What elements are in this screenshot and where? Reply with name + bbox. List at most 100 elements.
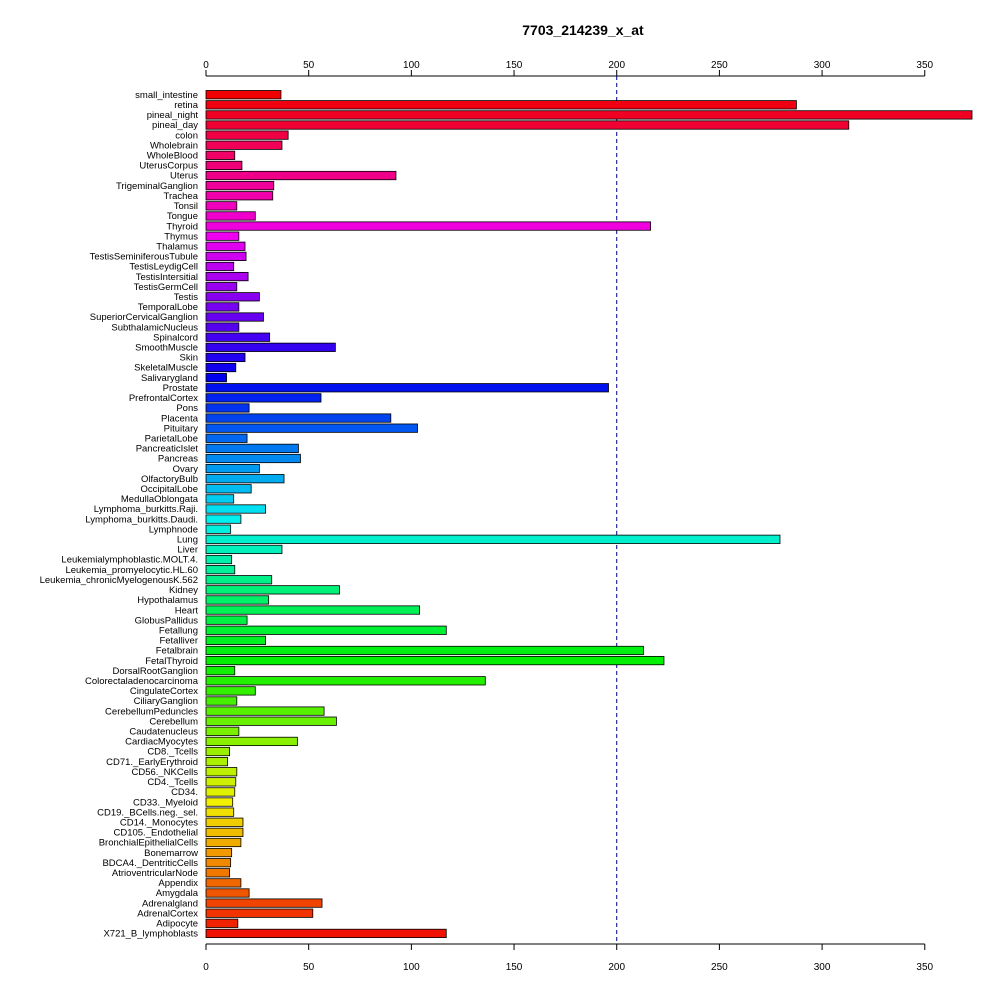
category-label: Ovary	[173, 464, 199, 475]
category-label: BDCA4._DentriticCells	[102, 858, 198, 869]
bar	[205, 484, 252, 494]
category-label: Bonemarrow	[144, 848, 198, 859]
category-label: Pituitary	[164, 423, 199, 434]
category-label: FetalThyroid	[145, 656, 198, 667]
category-label: Heart	[175, 605, 199, 616]
category-label: CD19._BCells.neg._sel.	[97, 807, 198, 818]
bar	[205, 110, 973, 120]
category-label: Placenta	[161, 413, 199, 424]
bar	[205, 100, 797, 110]
bar	[205, 696, 238, 706]
bar	[205, 312, 264, 322]
category-label: Tongue	[167, 211, 198, 222]
bar	[205, 544, 283, 555]
bar	[205, 847, 233, 858]
bar	[205, 423, 418, 433]
category-label: AtrioventricularNode	[112, 868, 198, 879]
top-axis-tick-label: 50	[303, 60, 315, 71]
category-label: Fetalliver	[159, 636, 198, 647]
category-label: Leukemia_chronicMyelogenousK.562	[40, 575, 198, 586]
top-axis-tick-label: 0	[203, 60, 209, 71]
category-label: pineal_day	[152, 120, 198, 131]
bar	[205, 554, 233, 565]
bar	[205, 292, 260, 302]
category-label: TestisGermCell	[134, 282, 198, 293]
bar	[205, 565, 236, 575]
bar	[205, 827, 244, 837]
category-label: BronchialEpithelialCells	[99, 838, 199, 849]
bar	[205, 393, 322, 403]
bar	[205, 787, 236, 797]
category-label: Testis	[174, 292, 199, 303]
category-label: Leukemia_promyelocytic.HL.60	[65, 565, 198, 576]
bar	[205, 160, 243, 171]
bar	[205, 605, 420, 615]
category-label: CD56._NKCells	[131, 767, 198, 778]
category-label: Lymphoma_burkitts.Raji.	[94, 504, 198, 515]
category-label: pineal_night	[147, 110, 199, 121]
bar	[205, 322, 240, 332]
category-label: SubthalamicNucleus	[111, 322, 198, 333]
bar	[205, 817, 244, 827]
category-label: Adipocyte	[156, 919, 198, 930]
bar	[205, 90, 282, 100]
top-axis-tick-label: 350	[916, 60, 933, 71]
category-label: TemporalLobe	[138, 302, 198, 313]
bar	[205, 534, 781, 544]
category-label: CiliaryGanglion	[134, 696, 198, 707]
bar	[205, 726, 240, 736]
category-label: SkeletalMuscle	[134, 363, 198, 374]
bar	[205, 403, 250, 413]
category-label: SmoothMuscle	[135, 343, 198, 354]
bottom-axis-tick-label: 200	[608, 962, 625, 973]
bar	[205, 443, 299, 453]
category-label: Wholebrain	[150, 140, 198, 151]
bar	[205, 888, 250, 898]
category-label: CerebellumPeduncles	[105, 706, 198, 717]
category-label: UterusCorpus	[139, 161, 198, 172]
axes: 0 50 100 150 200 250 300 350 0 50 100 150 200 250 300 3…	[203, 60, 933, 973]
bar	[205, 474, 285, 484]
category-label: AdrenalCortex	[137, 908, 198, 919]
bar	[205, 655, 665, 666]
category-label: Thyroid	[166, 221, 198, 232]
category-label: small_intestine	[135, 90, 198, 101]
bar	[205, 413, 392, 423]
category-label: Thalamus	[156, 241, 198, 252]
category-label: Thymus	[164, 231, 198, 242]
bar	[205, 181, 275, 191]
category-label: Skin	[180, 353, 198, 364]
category-label: Lung	[177, 535, 198, 546]
category-label: TestisLeydigCell	[129, 262, 198, 273]
category-label: Leukemialymphoblastic.MOLT.4.	[61, 555, 198, 566]
bar	[205, 271, 249, 282]
bar	[205, 524, 232, 534]
bar	[205, 868, 231, 878]
top-axis-tick-label: 250	[711, 60, 728, 71]
top-axis-tick-label: 100	[403, 60, 420, 71]
category-label: Hypothalamus	[137, 595, 198, 606]
bar	[205, 453, 301, 464]
bar	[205, 150, 236, 160]
bar	[205, 645, 644, 656]
bottom-axis-tick-label: 350	[916, 962, 933, 973]
category-label: X721_B_lymphoblasts	[103, 929, 198, 940]
bar	[205, 746, 231, 757]
category-label: SuperiorCervicalGanglion	[90, 312, 198, 323]
bar	[205, 342, 336, 352]
bar	[205, 797, 234, 807]
category-label: CD71._EarlyErythroid	[106, 757, 198, 768]
bar	[205, 615, 248, 625]
bottom-axis-tick-label: 50	[303, 962, 315, 973]
category-label: Colorectaladenocarcinoma	[85, 676, 199, 687]
bar	[205, 666, 236, 676]
bar	[205, 433, 248, 443]
category-label: Kidney	[169, 585, 198, 596]
category-label: CD14._Monocytes	[120, 817, 198, 828]
bar	[205, 807, 235, 817]
bar	[205, 898, 323, 908]
bar	[205, 676, 486, 686]
bar	[205, 635, 266, 645]
bar	[205, 201, 238, 211]
top-axis-tick-label: 300	[814, 60, 831, 71]
